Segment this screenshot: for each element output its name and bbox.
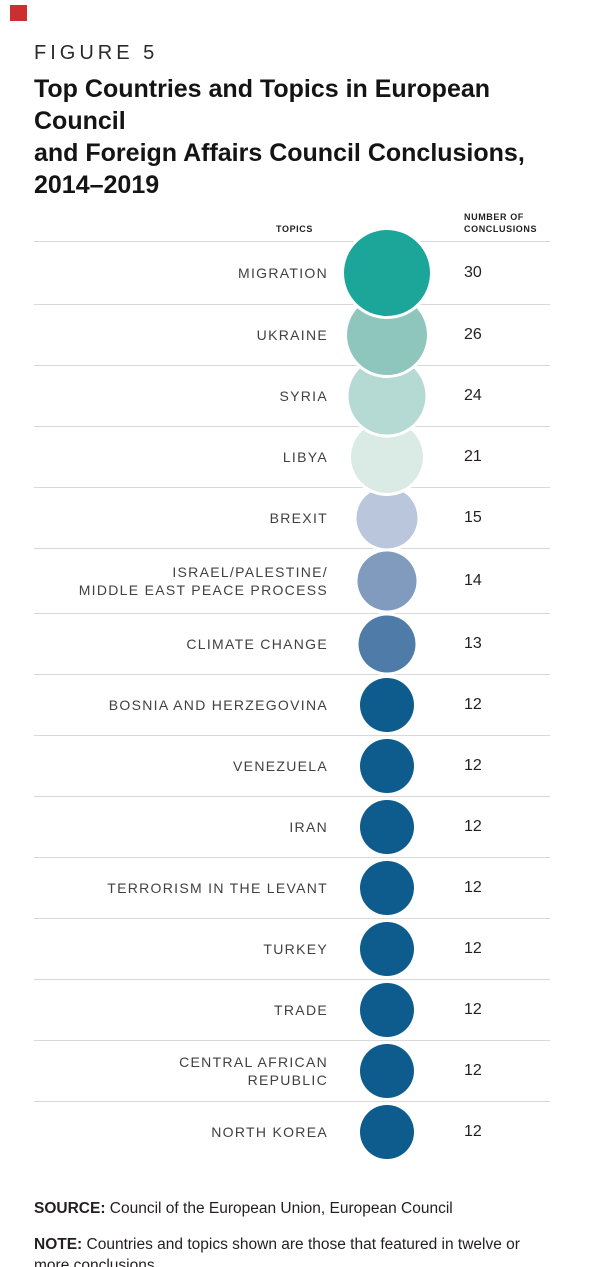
value-bubble [360, 1105, 414, 1159]
bubble-cell [328, 614, 446, 674]
bubble-cell [328, 421, 446, 493]
table-row: IRAN 12 [34, 796, 550, 857]
table-row: TURKEY 12 [34, 918, 550, 979]
table-row: CENTRAL AFRICAN REPUBLIC 12 [34, 1040, 550, 1101]
topics-column-header: TOPICS [276, 224, 313, 234]
bubble-cell [328, 1041, 446, 1101]
topic-label: BOSNIA AND HERZEGOVINA [108, 697, 328, 713]
conclusions-column-header: NUMBER OF CONCLUSIONS [464, 212, 538, 234]
topic-label: TERRORISM IN THE LEVANT [107, 880, 328, 896]
table-row: SYRIA 24 [34, 357, 550, 435]
topic-label: VENEZUELA [233, 758, 328, 774]
figure-content: FIGURE 5 Top Countries and Topics in Eur… [34, 0, 550, 1267]
table-row: MIGRATION 30 [34, 230, 550, 316]
bubble-cell [328, 487, 446, 549]
conclusions-count: 12 [464, 1001, 482, 1018]
topic-label: CENTRAL AFRICAN REPUBLIC [179, 1054, 328, 1088]
table-row: TERRORISM IN THE LEVANT 12 [34, 857, 550, 918]
topic-label: NORTH KOREA [211, 1124, 328, 1140]
table-row: TRADE 12 [34, 979, 550, 1040]
conclusions-count: 14 [464, 572, 482, 589]
value-bubble [360, 922, 414, 976]
topic-label: TURKEY [263, 941, 328, 957]
conclusions-count: 24 [464, 387, 482, 404]
value-bubble [356, 487, 418, 549]
table-row: CLIMATE CHANGE 13 [34, 613, 550, 674]
table-row: BREXIT 15 [34, 487, 550, 549]
topic-label: UKRAINE [256, 327, 328, 343]
conclusions-count: 12 [464, 879, 482, 896]
topic-label: IRAN [289, 819, 328, 835]
conclusions-count: 12 [464, 1062, 482, 1079]
value-bubble [357, 551, 417, 611]
bubble-cell [328, 230, 446, 316]
bubble-cell [328, 736, 446, 796]
value-bubble [360, 678, 414, 732]
conclusions-count: 30 [464, 264, 482, 281]
conclusions-count: 13 [464, 635, 482, 652]
topic-label: TRADE [274, 1002, 328, 1018]
source-line: SOURCE: Council of the European Union, E… [34, 1198, 550, 1219]
value-bubble [358, 615, 416, 673]
source-text: Council of the European Union, European … [105, 1200, 453, 1217]
source-label: SOURCE: [34, 1200, 106, 1217]
table-row: VENEZUELA 12 [34, 735, 550, 796]
table-row: LIBYA 21 [34, 421, 550, 493]
bubble-cell [328, 357, 446, 435]
value-bubble [344, 230, 430, 316]
note-text: Countries and topics shown are those tha… [34, 1236, 520, 1267]
topic-label: ISRAEL/PALESTINE/ MIDDLE EAST PEACE PROC… [78, 564, 328, 598]
table-row: BOSNIA AND HERZEGOVINA 12 [34, 674, 550, 735]
bubble-cell [328, 675, 446, 735]
conclusions-count: 15 [464, 509, 482, 526]
column-header-row: TOPICS NUMBER OF CONCLUSIONS [34, 211, 550, 241]
bubble-cell [328, 797, 446, 857]
conclusions-count: 12 [464, 940, 482, 957]
topic-label: MIGRATION [238, 265, 328, 281]
conclusions-count: 12 [464, 818, 482, 835]
conclusions-count: 12 [464, 696, 482, 713]
figure-number-label: FIGURE 5 [34, 42, 159, 64]
value-bubble [360, 1044, 414, 1098]
topic-label: SYRIA [279, 388, 328, 404]
brand-red-square-icon [10, 5, 27, 21]
bubble-cell [328, 980, 446, 1040]
value-bubble [360, 800, 414, 854]
table-row: NORTH KOREA 12 [34, 1101, 550, 1162]
note-line: NOTE: Countries and topics shown are tho… [34, 1234, 550, 1267]
bubble-cell [328, 858, 446, 918]
bubble-cell [328, 919, 446, 979]
topic-label: CLIMATE CHANGE [186, 636, 328, 652]
topic-label: BREXIT [269, 510, 328, 526]
value-bubble [360, 983, 414, 1037]
value-bubble [360, 739, 414, 793]
figure-title: Top Countries and Topics in European Cou… [34, 75, 525, 199]
conclusions-count: 12 [464, 757, 482, 774]
bubble-cell [328, 549, 446, 613]
table-row: UKRAINE 26 [34, 295, 550, 375]
bubble-table: MIGRATION 30 UKRAINE 26 SYRIA 24 LIBYA 21 BREXIT… [34, 230, 550, 1162]
table-row: ISRAEL/PALESTINE/ MIDDLE EAST PEACE PROC… [34, 548, 550, 613]
conclusions-count: 26 [464, 326, 482, 343]
bubble-cell [328, 1102, 446, 1162]
note-label: NOTE: [34, 1236, 83, 1253]
conclusions-count: 21 [464, 448, 482, 465]
conclusions-count: 12 [464, 1123, 482, 1140]
topic-label: LIBYA [282, 449, 328, 465]
value-bubble [360, 861, 414, 915]
